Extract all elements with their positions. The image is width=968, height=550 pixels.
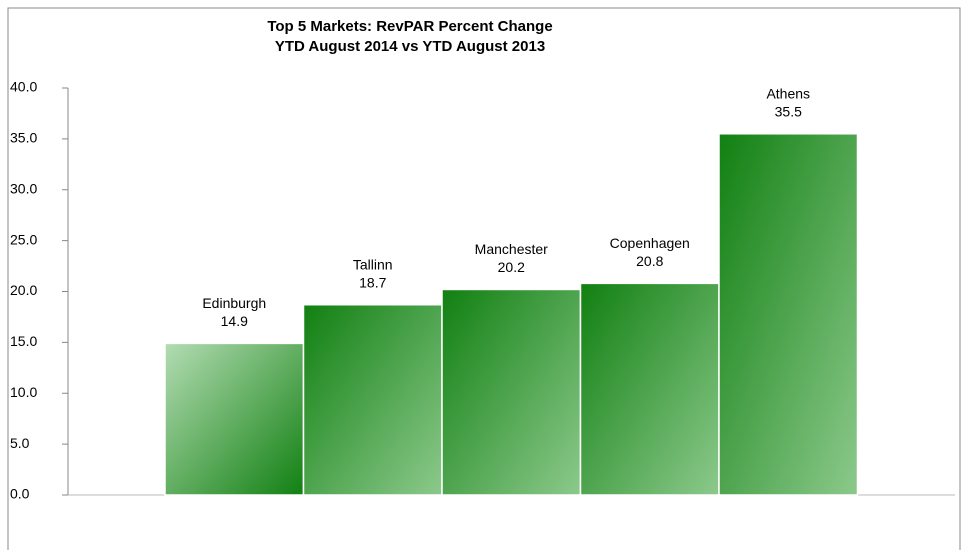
value-label: 14.9 xyxy=(221,313,248,329)
y-tick-label: 0.0 xyxy=(10,486,30,502)
frame xyxy=(7,7,961,550)
bar xyxy=(164,342,305,496)
y-tick-label: 15.0 xyxy=(10,333,37,349)
category-label: Tallinn xyxy=(353,256,393,272)
y-tick-label: 20.0 xyxy=(10,282,37,298)
category-label: Athens xyxy=(766,85,810,101)
y-tick-label: 40.0 xyxy=(10,79,37,95)
category-label: Copenhagen xyxy=(610,235,690,251)
chart-subtitle: YTD August 2014 vs YTD August 2013 xyxy=(275,38,545,55)
bar xyxy=(718,133,859,496)
value-label: 20.8 xyxy=(636,253,663,269)
y-tick-label: 5.0 xyxy=(10,435,30,451)
bar xyxy=(441,288,582,496)
chart-title: Top 5 Markets: RevPAR Percent Change xyxy=(267,18,552,35)
category-label: Manchester xyxy=(475,241,548,257)
value-label: 20.2 xyxy=(498,259,525,275)
y-tick-label: 35.0 xyxy=(10,130,37,146)
value-label: 35.5 xyxy=(775,103,802,119)
bar xyxy=(302,303,443,496)
category-label: Edinburgh xyxy=(202,295,266,311)
bar xyxy=(579,282,720,496)
y-tick-label: 25.0 xyxy=(10,231,37,247)
value-label: 18.7 xyxy=(359,274,386,290)
y-tick-label: 10.0 xyxy=(10,384,37,400)
y-tick-label: 30.0 xyxy=(10,180,37,196)
